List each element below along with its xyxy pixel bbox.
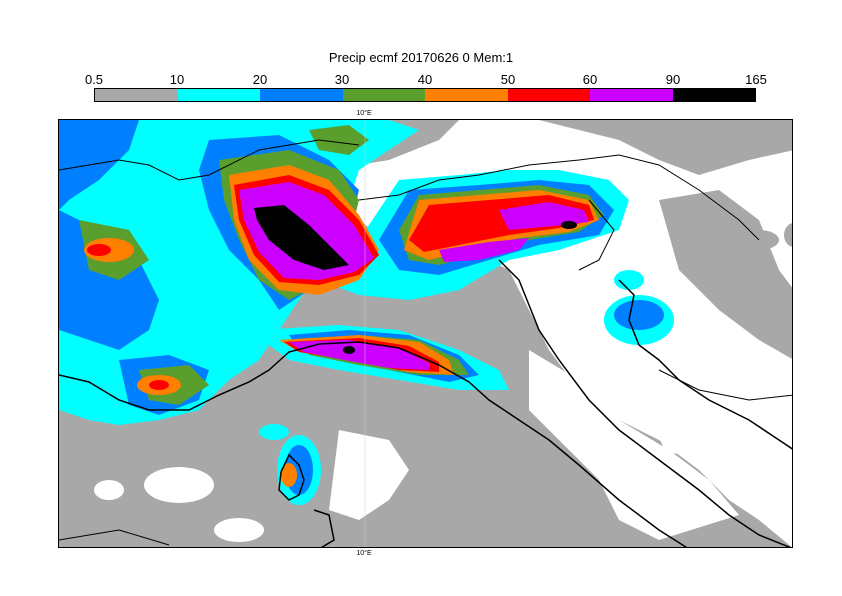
legend-swatch-7 bbox=[672, 89, 755, 101]
precipitation-map bbox=[58, 119, 793, 548]
dry-patches bbox=[94, 282, 739, 542]
borders bbox=[59, 139, 792, 546]
legend-swatch-2 bbox=[260, 89, 343, 101]
legend-tick-7: 90 bbox=[665, 72, 681, 87]
color-legend bbox=[94, 88, 756, 102]
map-canvas bbox=[59, 120, 792, 547]
legend-swatch-3 bbox=[342, 89, 425, 101]
coastlines bbox=[59, 259, 792, 547]
legend-tick-5: 50 bbox=[500, 72, 516, 87]
legend-tick-6: 60 bbox=[582, 72, 598, 87]
legend-tick-4: 40 bbox=[417, 72, 433, 87]
chart-title: Precip ecmf 20170626 0 Mem:1 bbox=[328, 50, 514, 65]
legend-swatch-0 bbox=[95, 89, 178, 101]
legend-tick-8: 165 bbox=[745, 72, 767, 87]
legend-swatch-4 bbox=[425, 89, 508, 101]
legend-tick-2: 20 bbox=[252, 72, 268, 87]
legend-swatch-1 bbox=[177, 89, 260, 101]
legend-swatch-5 bbox=[507, 89, 590, 101]
precip-band-90 bbox=[254, 205, 577, 354]
legend-tick-1: 10 bbox=[169, 72, 185, 87]
legend-tick-3: 30 bbox=[334, 72, 350, 87]
legend-swatch-6 bbox=[590, 89, 673, 101]
legend-tick-0: 0.5 bbox=[84, 72, 104, 87]
lon-label-bottom: 10°E bbox=[356, 550, 372, 557]
lon-label-top: 10°E bbox=[356, 110, 372, 117]
